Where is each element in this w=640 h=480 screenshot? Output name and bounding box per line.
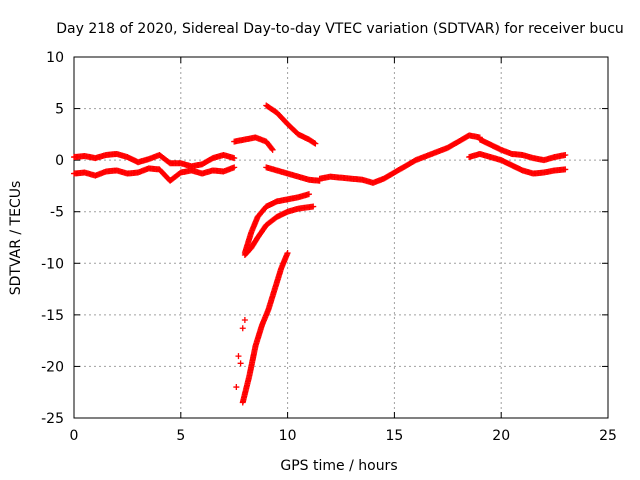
y-tick-label: -25 [41, 411, 64, 427]
x-tick-label: 5 [176, 428, 185, 444]
series-arc-rising-lower [241, 203, 317, 259]
data-point [241, 317, 248, 324]
y-tick-label: 5 [55, 102, 64, 118]
series-arc-high [263, 102, 319, 147]
series-band-lower [71, 164, 238, 184]
data-point [269, 146, 276, 153]
series-merged-trail [316, 132, 483, 186]
grid-lines [74, 57, 608, 418]
series-late-lower [466, 150, 569, 177]
y-tick-labels: -25 -20 -15 -10 -5 0 5 10 [41, 50, 64, 427]
series-late-upper [476, 136, 569, 164]
data-point [268, 145, 275, 152]
data-point [233, 384, 240, 391]
x-axis-title: GPS time / hours [280, 458, 397, 474]
data-point [235, 353, 242, 360]
data-point [311, 139, 318, 146]
series-steep-rise [239, 249, 291, 406]
data-point [231, 164, 238, 171]
x-tick-label: 15 [385, 428, 403, 444]
chart-title: Day 218 of 2020, Sidereal Day-to-day VTE… [56, 21, 624, 37]
series-arc-upper-left [231, 134, 276, 153]
x-tick-label: 10 [279, 428, 297, 444]
data-point [312, 140, 319, 147]
data-point [305, 191, 312, 198]
y-tick-label: -15 [41, 308, 64, 324]
data-point [239, 325, 246, 332]
data-point [562, 151, 569, 158]
series-band-upper [71, 150, 238, 170]
y-tick-label: 10 [46, 50, 64, 66]
y-tick-label: 0 [55, 153, 64, 169]
x-tick-label: 25 [599, 428, 617, 444]
plot-frame [73, 56, 609, 419]
data-point [231, 155, 238, 162]
x-tick-label: 0 [70, 428, 79, 444]
data-point [562, 166, 569, 173]
y-tick-label: -20 [41, 359, 64, 375]
data-point [284, 249, 291, 256]
data-point [237, 360, 244, 367]
axis-ticks [73, 56, 609, 419]
y-tick-label: -10 [41, 256, 64, 272]
y-axis-title: SDTVAR / TECUs [8, 181, 24, 296]
series-arc-rising-upper [241, 191, 312, 256]
x-tick-labels: 0 5 10 15 20 25 [70, 428, 617, 444]
data-point [310, 203, 317, 210]
data-points [71, 102, 569, 406]
series-isolated-points [233, 317, 248, 391]
y-tick-label: -5 [50, 205, 64, 221]
x-tick-label: 20 [492, 428, 510, 444]
